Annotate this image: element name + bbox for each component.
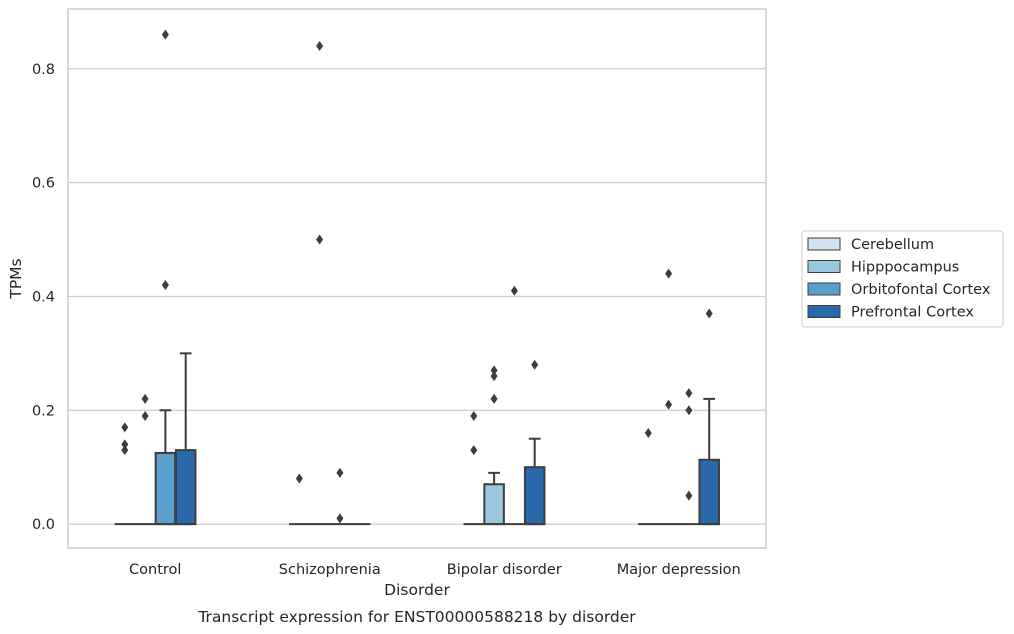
box-orbitofontal-cortex (329, 467, 351, 526)
outlier-point (121, 445, 129, 456)
legend-frame (801, 230, 1004, 328)
outlier-point (316, 40, 324, 51)
box-prefrontal-cortex (698, 308, 720, 526)
outlier-point (705, 308, 713, 319)
outlier-point (121, 439, 129, 450)
plot-area-frame (67, 8, 767, 549)
outlier-point (531, 359, 539, 370)
y-tick-label: 0.6 (32, 176, 55, 192)
box-body (483, 483, 505, 526)
legend-swatch (807, 305, 841, 318)
x-tick-labels: Control Schizophrenia Bipolar disorder Majo… (129, 562, 741, 578)
x-tick-label: Major depression (617, 562, 741, 578)
outlier-point (490, 371, 498, 382)
box-hipppocampus (658, 268, 679, 526)
outlier-point (665, 399, 673, 410)
outlier-point (644, 428, 652, 439)
chart-caption: Transcript expression for ENST0000058821… (197, 608, 636, 626)
box-body (523, 466, 546, 526)
box-orbitofontal-cortex (678, 388, 700, 526)
legend-label: Hipppocampus (851, 260, 959, 276)
y-tick-label: 0.4 (32, 289, 55, 305)
legend: Cerebellum Hipppocampus Orbitofontal Corte… (801, 230, 1004, 328)
box-body (698, 458, 720, 526)
outlier-point (490, 365, 498, 376)
outlier-point (336, 467, 344, 478)
x-tick-label: Schizophrenia (279, 562, 381, 578)
outlier-point (295, 473, 303, 484)
box-hipppocampus (134, 393, 156, 526)
box-cerebellum (638, 428, 659, 526)
outlier-point (665, 268, 673, 279)
outlier-point (141, 410, 149, 421)
outlier-point (336, 513, 344, 524)
outlier-point (470, 410, 478, 421)
legend-label: Cerebellum (851, 237, 934, 253)
outlier-point (121, 422, 129, 433)
box-prefrontal-cortex (523, 359, 546, 526)
legend-label: Orbitofontal Cortex (851, 282, 991, 298)
plot-marks (114, 29, 720, 526)
legend-swatch (807, 282, 841, 296)
y-tick-label: 0.0 (32, 517, 55, 533)
box-cerebellum (289, 473, 310, 526)
outlier-point (470, 445, 478, 456)
x-tick-label: Control (129, 562, 181, 578)
x-tick-label: Bipolar disorder (447, 562, 562, 578)
y-tick-labels: 0.0 0.2 0.4 0.6 0.8 (32, 62, 55, 533)
x-axis-title: Disorder (384, 581, 450, 599)
outlier-point (316, 234, 324, 245)
box-orbitofontal-cortex (154, 29, 177, 526)
outlier-point (685, 388, 693, 399)
legend-swatch (807, 260, 841, 273)
box-cerebellum (463, 410, 485, 526)
outlier-point (490, 393, 498, 404)
box-orbitofontal-cortex (504, 285, 525, 526)
legend-swatch (807, 237, 841, 251)
outlier-point (161, 29, 169, 40)
outlier-point (685, 490, 693, 501)
outlier-point (510, 285, 518, 296)
box-prefrontal-cortex (174, 352, 197, 526)
box-hipppocampus (483, 365, 505, 526)
y-tick-label: 0.2 (32, 403, 55, 419)
box-body (174, 449, 197, 526)
outlier-point (161, 280, 169, 291)
outlier-point (141, 393, 149, 404)
legend-label: Prefrontal Cortex (851, 305, 974, 321)
box-body (154, 451, 177, 526)
y-tick-label: 0.8 (32, 62, 55, 78)
box-cerebellum (114, 422, 136, 526)
outlier-point (685, 405, 693, 416)
box-hipppocampus (309, 40, 330, 526)
y-axis-title: TPMs (7, 258, 25, 299)
